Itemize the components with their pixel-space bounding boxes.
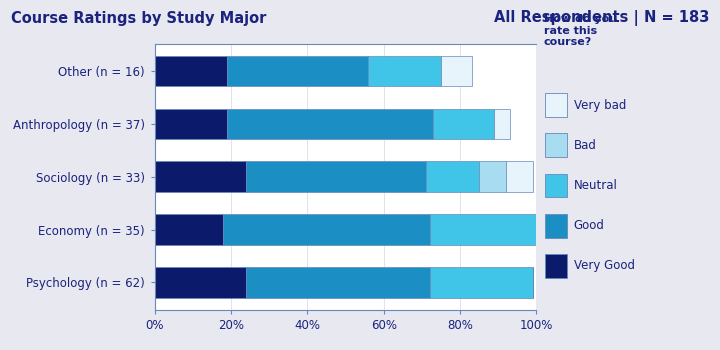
Text: Course Ratings by Study Major: Course Ratings by Study Major: [11, 10, 266, 26]
Bar: [155, 214, 223, 245]
Bar: [155, 56, 228, 86]
Text: Good: Good: [574, 219, 605, 232]
Bar: [495, 108, 510, 139]
Bar: [155, 108, 228, 139]
Bar: [433, 108, 495, 139]
Text: Neutral: Neutral: [574, 179, 618, 192]
Bar: [441, 56, 472, 86]
Bar: [246, 267, 430, 298]
Text: Bad: Bad: [574, 139, 597, 152]
Bar: [426, 161, 480, 192]
Bar: [246, 161, 426, 192]
Text: How do you
rate this
course?: How do you rate this course?: [544, 14, 617, 47]
Bar: [228, 56, 369, 86]
Bar: [430, 267, 533, 298]
Text: Very bad: Very bad: [574, 98, 626, 112]
Bar: [228, 108, 433, 139]
Bar: [369, 56, 441, 86]
Bar: [155, 161, 246, 192]
Text: All Respondents | N = 183: All Respondents | N = 183: [494, 10, 709, 27]
Bar: [430, 214, 536, 245]
Bar: [155, 267, 246, 298]
Text: Very Good: Very Good: [574, 259, 635, 273]
Bar: [480, 161, 506, 192]
Bar: [506, 161, 533, 192]
Bar: [223, 214, 430, 245]
